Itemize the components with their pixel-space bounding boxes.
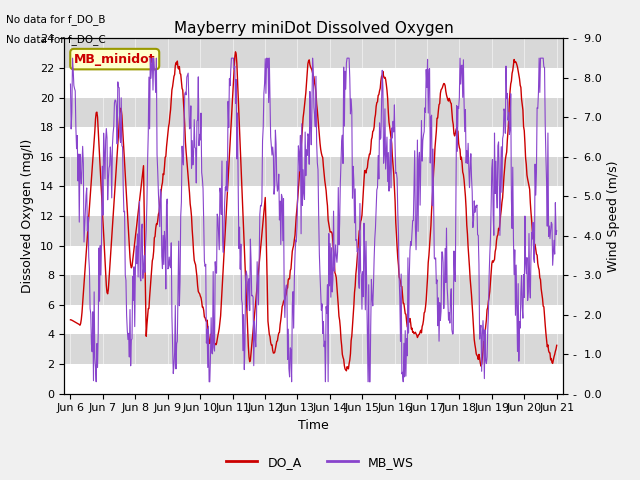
Bar: [64, 335, 563, 364]
Text: No data for f_DO_C: No data for f_DO_C: [6, 34, 106, 45]
Bar: [64, 275, 563, 305]
Bar: [64, 157, 563, 186]
Bar: [64, 97, 563, 127]
Bar: [64, 186, 563, 216]
Bar: [64, 127, 563, 157]
Title: Mayberry miniDot Dissolved Oxygen: Mayberry miniDot Dissolved Oxygen: [173, 21, 454, 36]
Y-axis label: Wind Speed (m/s): Wind Speed (m/s): [607, 160, 620, 272]
Bar: [64, 305, 563, 335]
Bar: [64, 364, 563, 394]
Legend: DO_A, MB_WS: DO_A, MB_WS: [221, 451, 419, 474]
Bar: [64, 68, 563, 97]
Text: No data for f_DO_B: No data for f_DO_B: [6, 14, 106, 25]
Bar: [64, 216, 563, 246]
Y-axis label: Dissolved Oxygen (mg/l): Dissolved Oxygen (mg/l): [22, 139, 35, 293]
X-axis label: Time: Time: [298, 419, 329, 432]
Bar: [64, 38, 563, 68]
Text: MB_minidot: MB_minidot: [74, 53, 156, 66]
Bar: [64, 246, 563, 275]
